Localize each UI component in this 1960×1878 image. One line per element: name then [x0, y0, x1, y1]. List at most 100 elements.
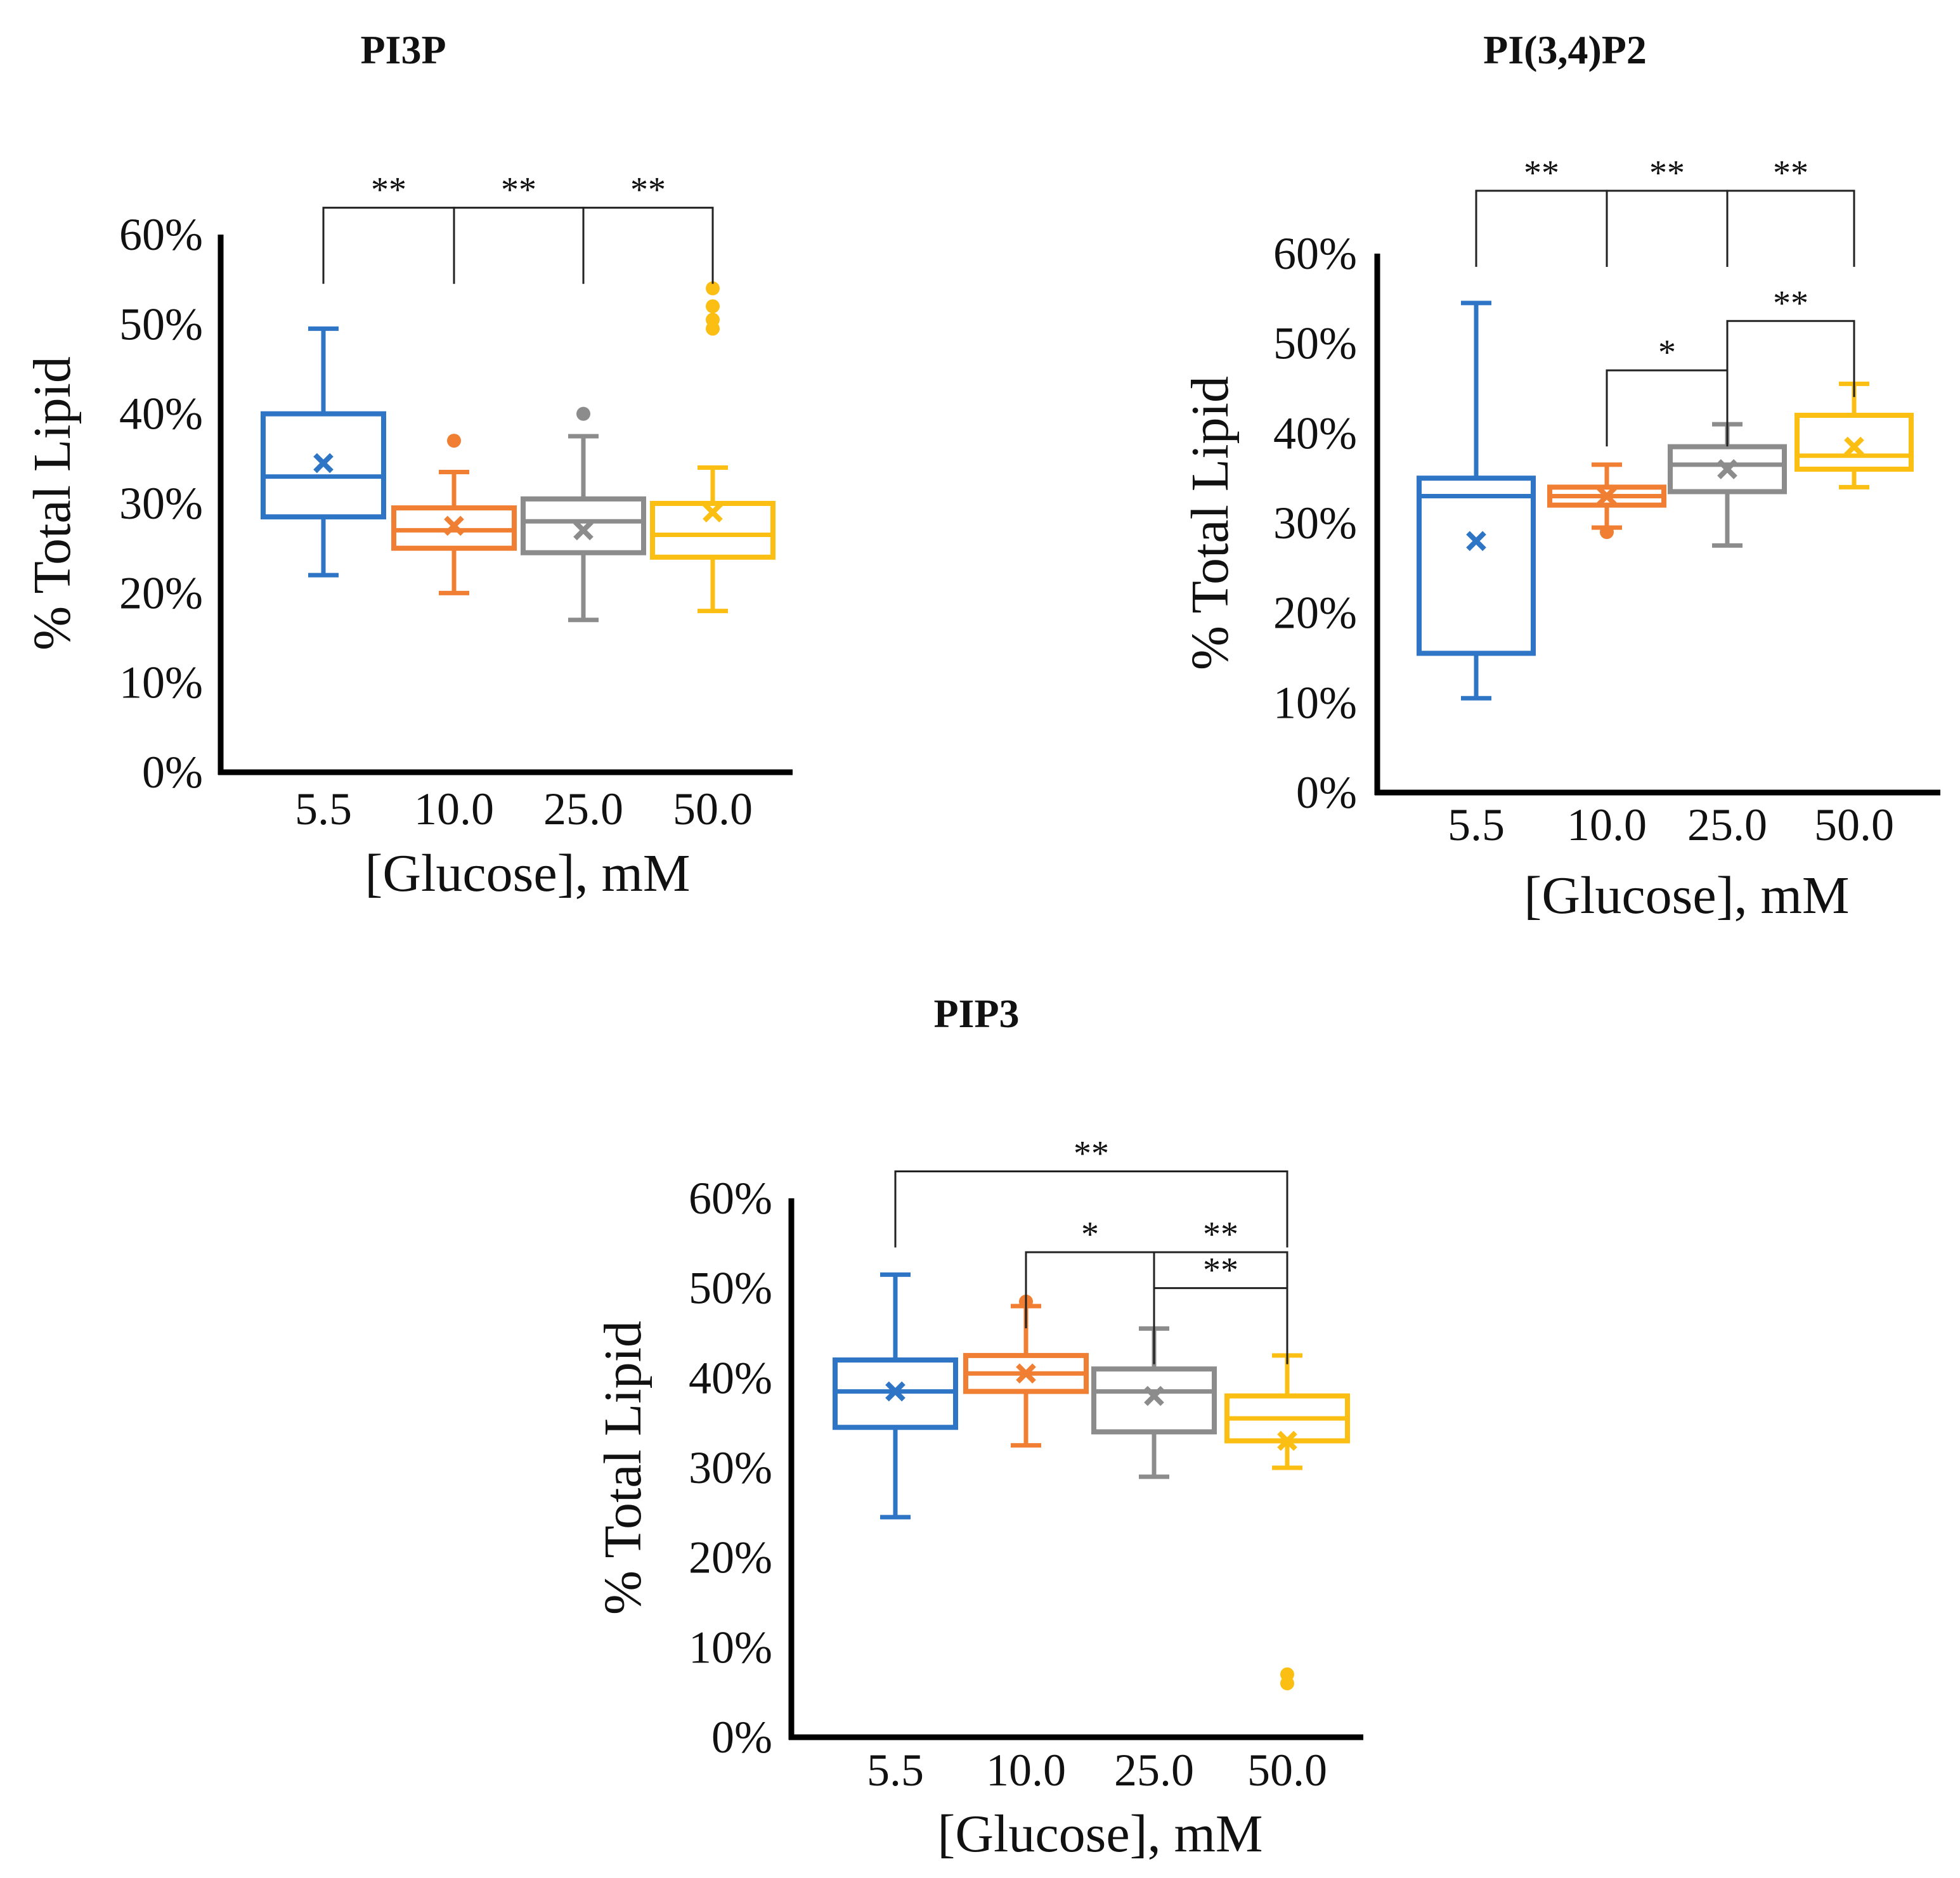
x-tick-label: 50.0	[673, 784, 753, 834]
box-25.0	[521, 406, 646, 623]
x-tick-label: 10.0	[1567, 800, 1647, 850]
outlier-point	[706, 313, 720, 327]
outlier-point	[1600, 525, 1614, 540]
y-tick-label: 40%	[1273, 408, 1357, 458]
y-tick-label: 60%	[689, 1173, 772, 1224]
y-tick-label: 30%	[1273, 498, 1357, 548]
x-tick-label: 25.0	[543, 784, 623, 834]
significance-bracket: **	[322, 171, 455, 284]
y-axis-label: % Total Lipid	[594, 1321, 652, 1615]
mean-marker	[1466, 531, 1486, 552]
significance-bracket: **	[1726, 153, 1855, 267]
significance-label: *	[1658, 333, 1676, 372]
significance-bracket: *	[1025, 1215, 1155, 1328]
x-tick-label: 50.0	[1814, 800, 1894, 850]
significance-label: **	[630, 171, 666, 210]
mean-marker	[313, 453, 334, 474]
chart-panel-3: PIP3 0% 10% 20% 30% 40% 50% 60% % Total Lipid 5.5…	[594, 991, 1363, 1863]
box-25.0	[1091, 1326, 1217, 1479]
box-10.0	[391, 434, 517, 595]
significance-label: **	[1203, 1251, 1238, 1290]
y-tick-label: 50%	[689, 1263, 772, 1314]
box-50.0	[1224, 1353, 1350, 1690]
significance-label: *	[1081, 1215, 1099, 1254]
significance-bracket: **	[894, 1134, 1288, 1248]
y-tick-label: 0%	[1296, 767, 1357, 818]
significance-label: **	[1773, 153, 1808, 193]
mean-marker	[1144, 1385, 1164, 1406]
box-10.0	[1547, 462, 1666, 540]
box-25.0	[1668, 422, 1787, 548]
outlier-point	[576, 406, 590, 421]
chart-title: PIP3	[933, 991, 1019, 1036]
x-tick-label: 10.0	[986, 1745, 1066, 1796]
y-tick-label: 0%	[711, 1712, 772, 1763]
outlier-point	[706, 299, 720, 314]
mean-marker	[703, 502, 723, 522]
y-tick-label: 20%	[689, 1532, 772, 1583]
mean-marker	[1597, 486, 1617, 507]
chart-panel-1: PI3P 0% 10% 20% 30% 40% 50% 60% % Total Lipid 5.5…	[23, 27, 793, 903]
x-tick-label: 5.5	[1448, 800, 1505, 850]
box-iqr	[521, 496, 646, 555]
significance-label: **	[1524, 153, 1559, 193]
box-50.0	[1795, 381, 1914, 489]
outlier-point	[447, 434, 461, 448]
mean-marker	[1016, 1363, 1036, 1384]
significance-label: **	[1074, 1134, 1109, 1174]
outlier-point	[706, 281, 720, 295]
y-tick-label: 50%	[119, 299, 203, 349]
y-tick-label: 10%	[689, 1622, 772, 1673]
box-5.5	[833, 1272, 958, 1520]
significance-bracket: **	[1726, 283, 1855, 398]
y-tick-label: 20%	[119, 567, 203, 618]
box-iqr	[1795, 413, 1914, 472]
x-tick-label: 50.0	[1247, 1745, 1327, 1796]
y-tick-label: 20%	[1273, 588, 1357, 638]
box-iqr	[1091, 1366, 1217, 1435]
y-tick-label: 10%	[1273, 677, 1357, 728]
significance-bracket: *	[1606, 333, 1729, 447]
y-tick-label: 60%	[119, 209, 203, 260]
y-tick-label: 30%	[119, 478, 203, 529]
mean-marker	[1844, 436, 1864, 457]
significance-bracket: **	[1153, 1251, 1288, 1364]
box-iqr	[1417, 476, 1536, 656]
significance-label: **	[1649, 153, 1685, 193]
y-axis-label: % Total Lipid	[1181, 376, 1240, 670]
x-tick-label: 5.5	[295, 784, 352, 834]
box-5.5	[261, 326, 386, 578]
x-axis-label: [Glucose], mM	[937, 1804, 1262, 1863]
mean-marker	[1717, 459, 1737, 479]
y-tick-label: 30%	[689, 1442, 772, 1493]
outlier-point	[1280, 1667, 1294, 1681]
x-axis-label: [Glucose], mM	[365, 844, 690, 903]
box-iqr	[261, 411, 386, 520]
significance-label: **	[501, 171, 536, 210]
significance-bracket: **	[453, 171, 585, 284]
x-tick-label: 10.0	[414, 784, 494, 834]
significance-label: **	[1773, 283, 1808, 323]
significance-bracket: **	[1475, 153, 1608, 267]
chart-panel-2: PI(3,4)P2 0% 10% 20% 30% 40% 50% 60% % Total Lip…	[1181, 27, 1940, 925]
significance-bracket: **	[582, 171, 714, 284]
mean-marker	[885, 1381, 905, 1402]
y-tick-label: 40%	[689, 1352, 772, 1403]
y-tick-label: 0%	[142, 747, 203, 798]
x-tick-label: 5.5	[867, 1745, 924, 1796]
x-tick-label: 25.0	[1114, 1745, 1194, 1796]
y-axis-label: % Total Lipid	[23, 356, 82, 651]
x-axis-label: [Glucose], mM	[1524, 866, 1849, 925]
chart-title: PI(3,4)P2	[1483, 27, 1647, 72]
box-50.0	[650, 281, 776, 614]
significance-label: **	[1203, 1215, 1238, 1254]
significance-bracket: **	[1606, 153, 1729, 267]
box-5.5	[1417, 301, 1536, 701]
chart-title: PI3P	[360, 27, 446, 72]
y-tick-label: 50%	[1273, 318, 1357, 369]
y-tick-label: 60%	[1273, 228, 1357, 279]
significance-label: **	[371, 171, 406, 210]
box-iqr	[833, 1357, 958, 1430]
x-tick-label: 25.0	[1687, 800, 1767, 850]
